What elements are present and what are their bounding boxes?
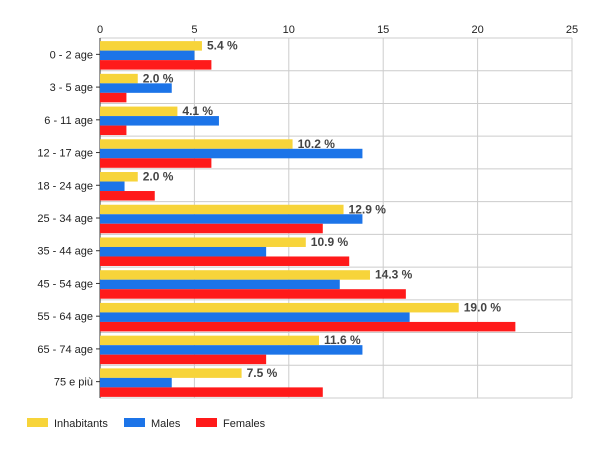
legend-label: Inhabitants	[54, 418, 108, 430]
bar-inhabitants-2	[100, 106, 178, 117]
legend-item-females: Females	[196, 418, 266, 430]
y-axis-categories: 0 - 2 age 3 - 5 age 6 - 11 age 12 - 17 age 1…	[37, 49, 93, 388]
bar-inhabitants-5	[100, 204, 344, 215]
bar-males-7	[100, 279, 340, 290]
bar-females-2	[100, 125, 127, 136]
bar-inhabitants-7	[100, 270, 370, 280]
bar-inhabitants-3	[100, 139, 293, 149]
bar-inhabitants-8	[100, 302, 459, 313]
x-tick-label: 20	[471, 24, 483, 36]
bar-males-5	[100, 214, 363, 224]
data-label: 19.0 %	[464, 300, 502, 314]
data-labels: 5.4 % 2.0 % 4.1 % 10.2 % 2.0 % 12.9 % 10.9 % 14…	[143, 39, 502, 380]
bar-males-9	[100, 345, 363, 355]
data-label: 11.6 %	[324, 333, 361, 347]
data-label: 5.4 %	[207, 39, 238, 53]
x-tick-label: 25	[566, 24, 578, 36]
legend: Inhabitants Males Females	[27, 418, 266, 430]
bar-males-8	[100, 312, 410, 322]
bar-inhabitants-6	[100, 237, 306, 247]
data-label: 10.9 %	[311, 235, 349, 249]
legend-swatch	[124, 418, 145, 427]
category-label: 25 - 34 age	[37, 213, 93, 225]
bar-inhabitants-1	[100, 73, 138, 84]
bar-females-7	[100, 289, 406, 299]
bar-females-0	[100, 60, 212, 70]
bar-females-4	[100, 191, 155, 201]
x-tick-label: 0	[97, 24, 103, 36]
x-tick-label: 10	[283, 24, 295, 36]
bar-males-6	[100, 246, 267, 257]
bar-females-3	[100, 158, 212, 168]
data-label: 14.3 %	[375, 268, 413, 282]
category-label: 45 - 54 age	[37, 278, 93, 290]
category-label: 65 - 74 age	[37, 344, 93, 356]
category-label: 0 - 2 age	[50, 49, 93, 61]
bar-females-6	[100, 256, 350, 266]
x-tick-label: 15	[377, 24, 389, 36]
data-label: 12.9 %	[349, 202, 387, 216]
legend-label: Males	[151, 418, 181, 430]
bar-inhabitants-0	[100, 41, 202, 51]
bar-males-1	[100, 83, 172, 93]
data-label: 2.0 %	[143, 71, 174, 85]
gridlines	[99, 37, 573, 399]
category-label: 12 - 17 age	[37, 148, 93, 160]
bar-females-1	[100, 92, 127, 103]
legend-label: Females	[223, 418, 266, 430]
bars	[100, 41, 516, 397]
bar-males-2	[100, 116, 219, 126]
category-label: 35 - 44 age	[37, 246, 93, 258]
category-label: 18 - 24 age	[37, 180, 93, 192]
category-label: 6 - 11 age	[44, 115, 93, 127]
bar-males-4	[100, 181, 125, 192]
legend-item-inhabitants: Inhabitants	[27, 418, 108, 430]
bar-inhabitants-4	[100, 172, 138, 182]
data-label: 2.0 %	[143, 170, 174, 184]
bar-inhabitants-9	[100, 335, 320, 346]
data-label: 7.5 %	[247, 366, 278, 380]
legend-swatch	[196, 418, 217, 427]
data-label: 4.1 %	[182, 104, 213, 118]
legend-item-males: Males	[124, 418, 181, 430]
bar-males-3	[100, 148, 363, 159]
category-label: 3 - 5 age	[50, 82, 93, 94]
x-tick-label: 5	[191, 24, 197, 36]
bar-males-0	[100, 50, 195, 61]
data-label: 10.2 %	[298, 137, 336, 151]
bar-inhabitants-10	[100, 368, 242, 378]
bar-females-8	[100, 321, 516, 332]
bar-females-10	[100, 387, 323, 397]
category-label: 55 - 64 age	[37, 311, 93, 323]
bar-males-10	[100, 377, 172, 388]
category-label: 75 e più	[54, 377, 93, 389]
legend-swatch	[27, 418, 48, 427]
bar-females-9	[100, 354, 267, 365]
bar-females-5	[100, 223, 323, 234]
